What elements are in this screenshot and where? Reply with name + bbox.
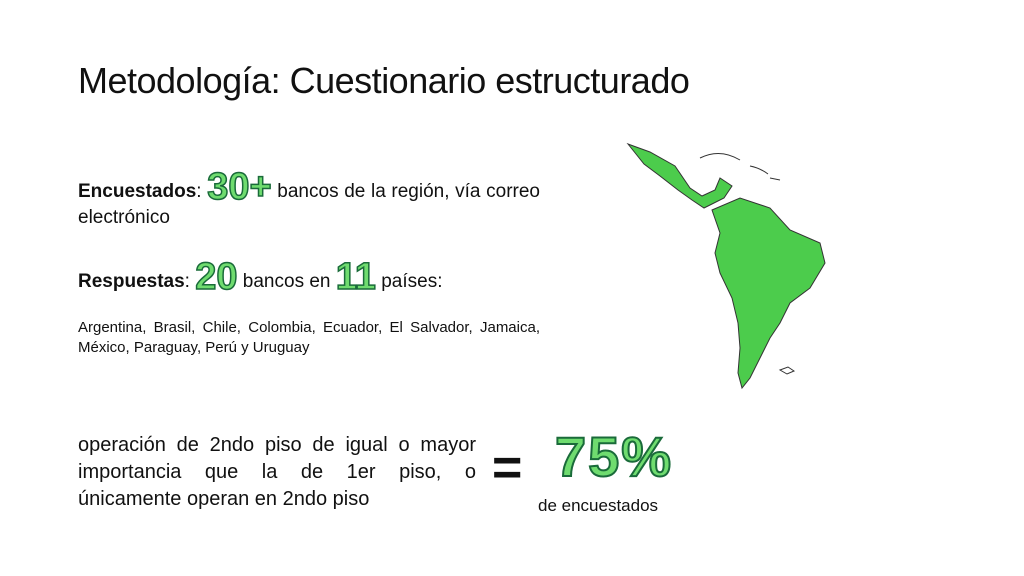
slide-title: Metodología: Cuestionario estructurado (78, 60, 690, 101)
equals-sign: = (492, 439, 523, 497)
south-america (711, 197, 826, 390)
label: Encuestados (78, 181, 197, 202)
conclusion-text: operación de 2ndo piso de igual o mayor … (78, 434, 476, 510)
central-america (626, 142, 733, 209)
responses-paragraph: Respuestas: 20 bancos en 11 países: (78, 257, 540, 297)
highlight-number: 11 (335, 256, 377, 298)
text: bancos en (242, 271, 331, 292)
islands-outline (778, 366, 796, 375)
share-number: 75% (554, 424, 674, 489)
colon: : (184, 271, 190, 292)
text: bancos de la región, vía correo electrón… (78, 181, 540, 228)
highlight-number: 20 (194, 256, 238, 298)
share-caption: de encuestados (538, 496, 659, 515)
text: países: (381, 271, 443, 292)
label: Respuestas (78, 271, 185, 292)
colon: : (196, 181, 202, 202)
country-list: Argentina, Brasil, Chile, Colombia, Ecua… (78, 319, 540, 356)
latin-america-map (626, 142, 826, 390)
respondents-paragraph: Encuestados: 30+ bancos de la región, ví… (78, 167, 540, 230)
highlight-number: 30+ (206, 166, 272, 208)
caribbean-outline (699, 153, 781, 181)
